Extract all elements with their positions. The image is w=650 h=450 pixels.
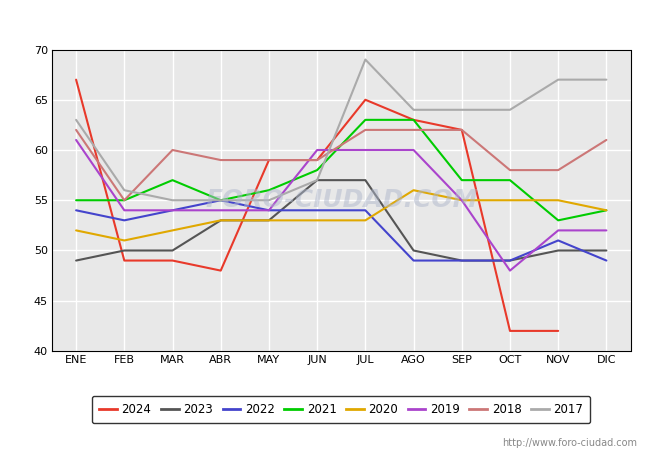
Text: FORO-CIUDAD.COM: FORO-CIUDAD.COM [205, 188, 478, 212]
Text: http://www.foro-ciudad.com: http://www.foro-ciudad.com [502, 438, 637, 448]
Legend: 2024, 2023, 2022, 2021, 2020, 2019, 2018, 2017: 2024, 2023, 2022, 2021, 2020, 2019, 2018… [92, 396, 590, 423]
Text: Afiliados en Vianos a 30/11/2024: Afiliados en Vianos a 30/11/2024 [177, 11, 473, 29]
